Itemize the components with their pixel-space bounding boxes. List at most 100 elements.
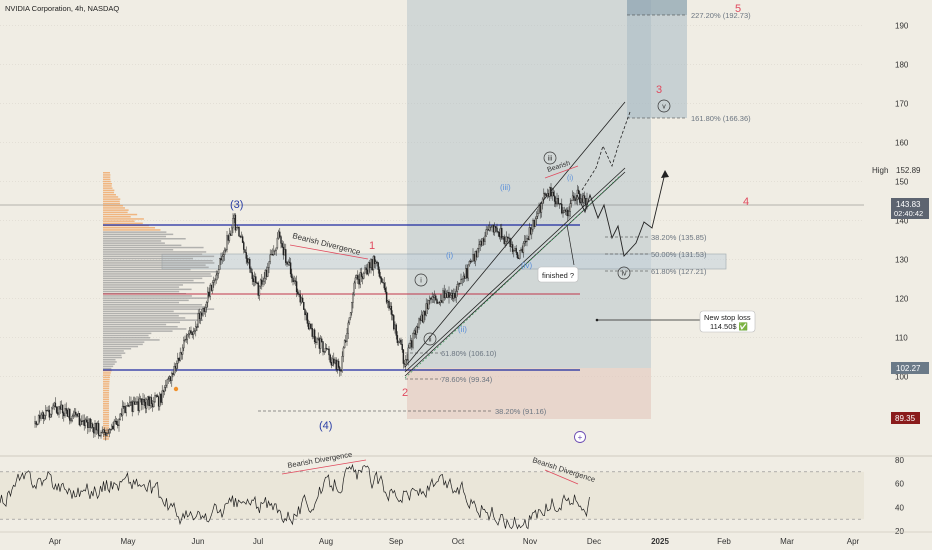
time-tick: Dec <box>587 537 601 546</box>
candle-body <box>264 269 267 279</box>
candle-body <box>183 340 185 349</box>
candle-body <box>547 193 550 197</box>
candle-body <box>76 413 78 417</box>
volume-bar <box>103 361 117 363</box>
candle-body <box>462 275 465 280</box>
candle-body <box>202 308 204 316</box>
candle-body <box>54 402 57 407</box>
rsi-line <box>0 463 590 530</box>
candle-body <box>445 293 448 298</box>
price-tick: 150 <box>895 178 909 187</box>
candle-body <box>511 244 514 252</box>
candle-body <box>276 237 279 249</box>
candle-body <box>576 189 579 200</box>
volume-bar <box>103 372 111 374</box>
candle-body <box>448 292 450 298</box>
candle-body <box>78 413 81 426</box>
candle-body <box>111 425 113 430</box>
candle-body <box>245 252 247 259</box>
volume-bar <box>103 345 139 348</box>
candle-body <box>57 412 59 415</box>
volume-bar <box>103 312 204 315</box>
candle-body <box>341 356 343 372</box>
candle-body <box>565 209 568 212</box>
candle-body <box>312 329 315 337</box>
volume-bar <box>103 279 194 282</box>
fib-label: 227.20% (192.73) <box>691 11 751 20</box>
volume-bar <box>103 218 144 220</box>
candle-body <box>580 198 582 203</box>
candle-body <box>477 248 479 258</box>
bearish-divergence-label: Bearish Divergence <box>292 231 362 257</box>
volume-bar <box>103 310 174 313</box>
wave-label: (iv) <box>521 261 532 270</box>
candle-body <box>399 339 401 343</box>
candle-body <box>357 275 359 280</box>
candle-body <box>328 348 330 356</box>
candle-body <box>222 254 225 257</box>
candle-body <box>101 431 103 434</box>
candle-body <box>493 226 496 233</box>
candle-body <box>286 262 288 265</box>
candle-body <box>327 348 329 350</box>
price-tick: 100 <box>895 373 909 382</box>
candle-body <box>132 401 135 412</box>
volume-bar <box>103 207 125 209</box>
candle-body <box>527 238 529 240</box>
candle-body <box>209 284 211 297</box>
candle-body <box>252 278 255 282</box>
volume-bar <box>103 271 218 273</box>
volume-bar <box>103 381 110 383</box>
candle-body <box>174 366 177 369</box>
candle-body <box>259 279 262 287</box>
candle-body <box>495 226 497 229</box>
candle-body <box>149 397 151 407</box>
candle-body <box>492 225 495 233</box>
volume-bar <box>103 400 110 403</box>
volume-bar <box>103 172 110 174</box>
volume-bar <box>103 240 162 242</box>
candle-body <box>238 227 240 237</box>
candle-body <box>141 398 143 405</box>
candle-body <box>521 248 523 253</box>
high-value: 152.89 <box>896 166 921 175</box>
candle-body <box>441 300 443 303</box>
candle-body <box>558 203 561 205</box>
wave-label: 2 <box>402 387 408 399</box>
candle-body <box>316 338 318 343</box>
volume-bar <box>103 330 173 332</box>
candle-body <box>318 338 321 349</box>
wave-label: 4 <box>743 196 749 208</box>
candle-body <box>47 409 49 412</box>
candle-body <box>549 187 551 197</box>
candle-body <box>491 225 493 228</box>
volume-bar <box>103 286 180 288</box>
target-box <box>627 15 687 118</box>
candle-body <box>226 235 228 250</box>
candle-body <box>267 267 269 277</box>
candle-body <box>85 419 88 423</box>
candle-body <box>133 401 136 405</box>
candle-body <box>378 269 381 277</box>
candle-body <box>130 401 132 403</box>
candle-body <box>354 277 357 284</box>
candle-body <box>381 278 383 283</box>
volume-bar <box>103 356 122 359</box>
candle-body <box>389 305 391 309</box>
wave-label: iii <box>548 156 553 163</box>
wave-label: iv <box>621 271 627 278</box>
candle-body <box>393 315 395 330</box>
candle-body <box>94 423 96 434</box>
candle-body <box>481 238 484 246</box>
candle-body <box>443 290 445 299</box>
volume-bar <box>103 251 207 253</box>
stop-loss-title: New stop loss <box>704 313 751 322</box>
candle-body <box>473 254 475 262</box>
candle-body <box>162 390 165 392</box>
price-tick: 160 <box>895 139 909 148</box>
volume-bar <box>103 416 110 418</box>
candle-body <box>137 401 139 411</box>
candle-body <box>144 401 147 409</box>
candle-body <box>135 401 137 405</box>
